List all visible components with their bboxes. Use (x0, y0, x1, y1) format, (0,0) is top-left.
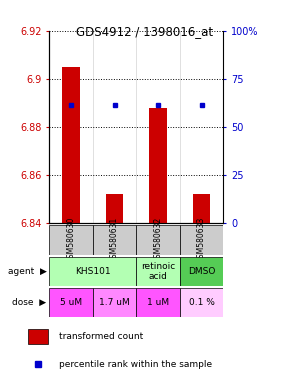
Text: DMSO: DMSO (188, 267, 215, 276)
FancyBboxPatch shape (136, 288, 180, 317)
Text: GSM580633: GSM580633 (197, 217, 206, 263)
FancyBboxPatch shape (136, 257, 180, 286)
FancyBboxPatch shape (180, 257, 223, 286)
Bar (62, 67, 80, 223)
Text: GSM580630: GSM580630 (66, 217, 76, 263)
FancyBboxPatch shape (49, 288, 93, 317)
Text: GSM580632: GSM580632 (153, 217, 163, 263)
Bar (28, 329, 48, 344)
Text: percentile rank within the sample: percentile rank within the sample (59, 360, 212, 369)
FancyBboxPatch shape (180, 288, 223, 317)
FancyBboxPatch shape (180, 225, 223, 255)
FancyBboxPatch shape (49, 257, 136, 286)
FancyBboxPatch shape (136, 225, 180, 255)
Bar (193, 194, 210, 223)
Text: KHS101: KHS101 (75, 267, 110, 276)
Text: 0.1 %: 0.1 % (188, 298, 215, 307)
FancyBboxPatch shape (93, 225, 136, 255)
Bar (149, 108, 167, 223)
Text: dose  ▶: dose ▶ (12, 298, 46, 307)
Text: agent  ▶: agent ▶ (8, 267, 46, 276)
Text: transformed count: transformed count (59, 332, 143, 341)
Text: GDS4912 / 1398016_at: GDS4912 / 1398016_at (77, 25, 213, 38)
FancyBboxPatch shape (49, 225, 93, 255)
Text: GSM580631: GSM580631 (110, 217, 119, 263)
Text: 1.7 uM: 1.7 uM (99, 298, 130, 307)
Bar (106, 194, 123, 223)
Text: retinoic
acid: retinoic acid (141, 262, 175, 281)
Text: 1 uM: 1 uM (147, 298, 169, 307)
Text: 5 uM: 5 uM (60, 298, 82, 307)
FancyBboxPatch shape (93, 288, 136, 317)
